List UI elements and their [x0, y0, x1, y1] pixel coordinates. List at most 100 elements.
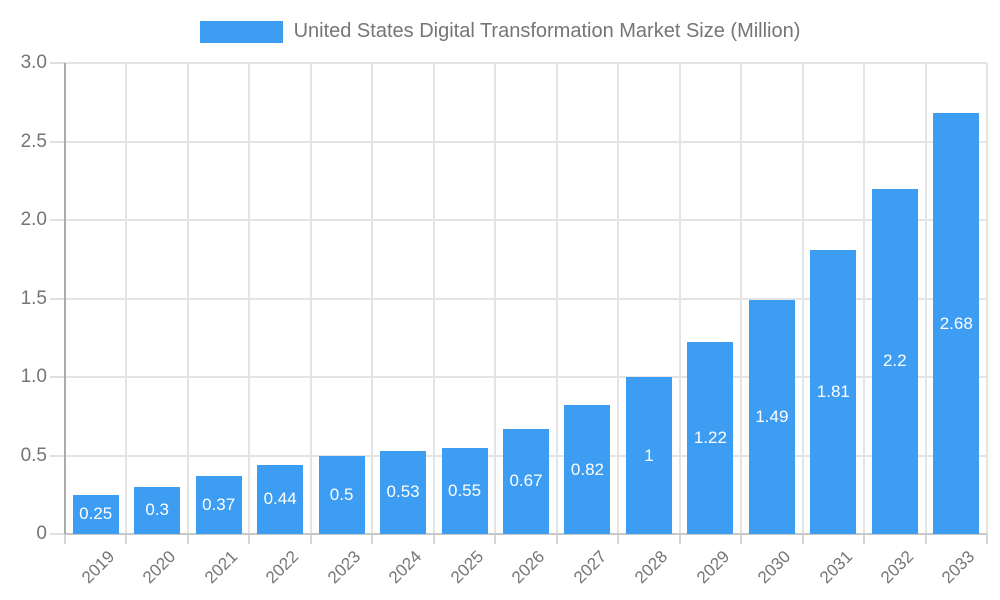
x-axis-category-label: 2026 — [508, 547, 549, 588]
y-axis-tick-label: 1.0 — [20, 366, 47, 387]
x-axis-tick — [678, 534, 681, 544]
x-axis-tick — [986, 534, 988, 544]
bar-value-label: 0.67 — [509, 471, 543, 491]
y-axis-line — [64, 63, 66, 534]
y-axis-tick-label: 1.5 — [20, 287, 47, 309]
bar-value-label: 0.37 — [202, 494, 236, 514]
x-axis-category-label: 2019 — [77, 547, 119, 588]
y-axis-tick — [50, 376, 65, 378]
gridline-vertical — [555, 63, 558, 534]
x-axis-category-label: 2030 — [754, 547, 795, 588]
gridline-horizontal — [65, 297, 987, 300]
bar[interactable]: 0.3 — [134, 486, 181, 534]
x-axis-tick — [371, 534, 374, 544]
gridline-vertical — [186, 63, 189, 534]
x-axis-tick — [64, 534, 66, 544]
bar[interactable]: 1.49 — [748, 300, 795, 534]
bar-value-label: 0.25 — [79, 504, 113, 524]
y-axis-tick-label: 3.0 — [20, 52, 47, 73]
bar[interactable]: 1 — [625, 377, 672, 534]
bar-value-label: 1.81 — [816, 381, 850, 401]
gridline-vertical — [617, 63, 620, 534]
gridline-vertical — [371, 63, 374, 534]
bar[interactable]: 0.5 — [318, 455, 365, 534]
x-axis-category-label: 2023 — [323, 547, 365, 588]
y-axis-tick-label: 2.5 — [20, 130, 47, 152]
x-axis-tick — [125, 534, 128, 544]
x-axis-line — [65, 533, 987, 535]
gridline-vertical — [432, 63, 435, 534]
bar[interactable]: 0.44 — [257, 464, 304, 534]
x-axis-tick — [801, 534, 804, 544]
y-axis-tick — [50, 62, 65, 64]
x-axis-tick — [494, 534, 497, 544]
bar[interactable]: 0.37 — [195, 475, 242, 534]
bar-value-label: 1.22 — [693, 428, 727, 448]
chart-legend[interactable]: United States Digital Transformation Mar… — [0, 20, 1000, 43]
y-axis-tick-label: 0 — [36, 523, 47, 544]
x-axis-category-label: 2028 — [631, 547, 672, 588]
y-axis-tick-label: 2.0 — [20, 209, 47, 230]
x-axis-tick — [924, 534, 927, 544]
bar[interactable]: 0.55 — [441, 447, 488, 534]
gridline-horizontal — [65, 140, 987, 143]
y-axis-tick — [50, 533, 65, 535]
gridline-vertical — [924, 63, 927, 534]
gridline-vertical — [740, 63, 743, 534]
x-axis-category-label: 2025 — [446, 547, 487, 588]
x-axis-category-label: 2032 — [877, 547, 918, 588]
x-axis-tick — [248, 534, 251, 544]
gridline-vertical — [678, 63, 681, 534]
x-axis-tick — [432, 534, 435, 544]
y-axis-tick — [50, 454, 65, 457]
x-axis-category-label: 2022 — [262, 547, 303, 588]
bar-value-label: 2.2 — [882, 351, 907, 371]
x-axis-category-label: 2033 — [938, 547, 979, 588]
gridline-vertical — [248, 63, 251, 534]
bar-value-label: 2.68 — [939, 313, 973, 333]
gridline-vertical — [986, 63, 988, 534]
bar[interactable]: 0.53 — [380, 450, 427, 534]
bar[interactable]: 1.81 — [810, 249, 857, 534]
y-axis-tick — [50, 297, 65, 300]
gridline-horizontal — [65, 62, 987, 64]
gridline-vertical — [863, 63, 866, 534]
bar[interactable]: 0.67 — [503, 428, 549, 534]
bar[interactable]: 0.25 — [72, 494, 119, 534]
x-axis-category-label: 2024 — [385, 547, 426, 588]
gridline-vertical — [309, 63, 312, 534]
x-axis-tick — [555, 534, 558, 544]
bar[interactable]: 2.2 — [871, 188, 918, 534]
gridline-vertical — [125, 63, 128, 534]
bar-value-label: 0.82 — [570, 459, 604, 479]
x-axis-tick — [740, 534, 743, 544]
x-axis-category-label: 2021 — [200, 547, 242, 588]
x-axis-category-label: 2027 — [569, 547, 610, 588]
bar-value-label: 1 — [644, 445, 654, 465]
legend-label: United States Digital Transformation Mar… — [293, 20, 801, 42]
bar[interactable]: 2.68 — [933, 113, 980, 534]
bar-value-label: 0.44 — [263, 489, 297, 509]
bar-value-label: 0.55 — [447, 480, 482, 500]
legend-swatch[interactable] — [199, 20, 283, 43]
gridline-vertical — [494, 63, 497, 534]
y-axis-tick — [50, 140, 65, 143]
x-axis-tick — [617, 534, 620, 544]
bar-value-label: 0.53 — [386, 482, 420, 502]
bar-value-label: 1.49 — [755, 407, 789, 427]
bar-value-label: 0.5 — [329, 484, 354, 504]
x-axis-category-label: 2031 — [815, 547, 856, 588]
bar[interactable]: 1.22 — [687, 342, 734, 534]
bar[interactable]: 0.82 — [564, 405, 611, 534]
gridline-vertical — [801, 63, 804, 534]
y-axis-tick — [50, 219, 65, 221]
x-axis-tick — [863, 534, 866, 544]
x-axis-tick — [186, 534, 189, 544]
gridline-horizontal — [65, 219, 987, 221]
gridline-horizontal — [65, 376, 987, 378]
x-axis-category-label: 2029 — [692, 547, 733, 588]
x-axis-tick — [309, 534, 312, 544]
x-axis-category-label: 2020 — [139, 547, 180, 588]
